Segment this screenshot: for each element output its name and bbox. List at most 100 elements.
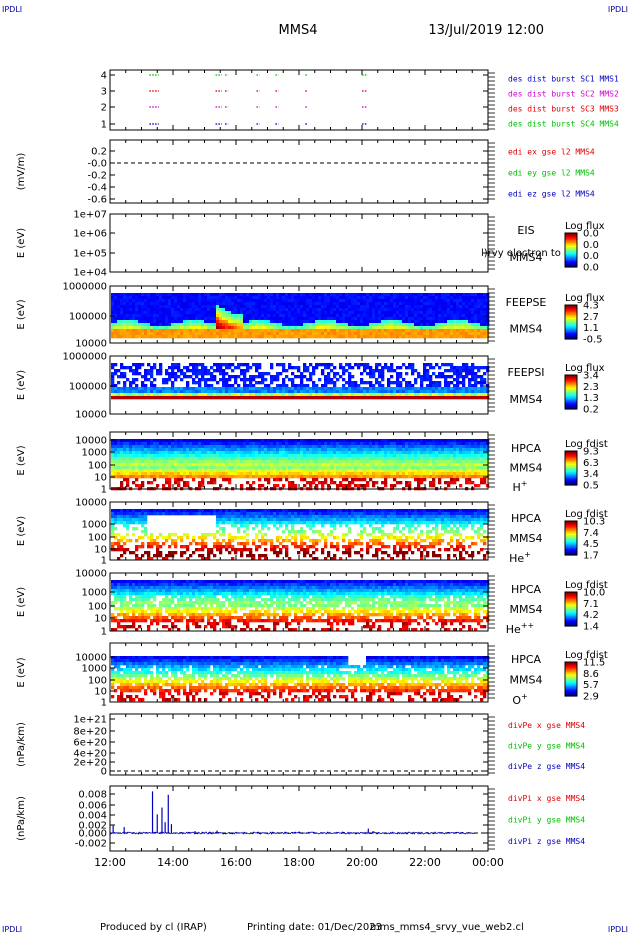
hpca_h-cell (135, 451, 139, 455)
feepsi-cell (198, 384, 202, 388)
hpca_h-cell (387, 445, 391, 449)
feepse-cell (252, 326, 256, 330)
hpca_h-cell (249, 469, 253, 473)
hpca_h-cell (195, 439, 199, 443)
hpca_h-cell (207, 442, 211, 446)
hpca_h-cell (180, 472, 184, 476)
feepse-cell (315, 311, 319, 315)
feepsi-cbar-title: Log flux (565, 363, 605, 374)
feepse-cell (429, 299, 433, 303)
edi-frame (109, 139, 489, 204)
feepsi-cell (393, 381, 397, 385)
feepsi-cell (216, 390, 220, 394)
hpca_h-cell (156, 445, 160, 449)
feepse-cell (234, 311, 238, 315)
feepse-cell (237, 299, 241, 303)
feepsi-cell (384, 393, 388, 397)
feepsi-cell (456, 396, 460, 400)
feepsi-cell (462, 384, 466, 388)
feepsi-cell (402, 396, 406, 400)
feepse-cell (432, 305, 436, 309)
feepse-cell (153, 329, 157, 333)
hpca_h-cell (144, 466, 148, 470)
feepse-cell (411, 293, 415, 297)
feepse-cell (156, 323, 160, 327)
feepse-cell (471, 332, 475, 336)
feepse-cell (192, 296, 196, 300)
hpca_h-cell (300, 478, 304, 482)
hpca_h-cell (129, 454, 133, 458)
hpca_h-cell (267, 472, 271, 476)
hpca_h-cell (177, 445, 181, 449)
hpca_h-cell (237, 469, 241, 473)
feepse-cell (279, 326, 283, 330)
feepsi-cell (204, 396, 208, 400)
feepse-cell (348, 296, 352, 300)
hpca_h-cell (378, 475, 382, 479)
feepse-cell (168, 308, 172, 312)
feepse-cell (438, 323, 442, 327)
feepse-cell (471, 329, 475, 333)
feepse-cell (306, 311, 310, 315)
feepsi-cell (420, 378, 424, 382)
feepsi-cell (459, 372, 463, 376)
feepse-cell (462, 302, 466, 306)
feepsi-cell (432, 387, 436, 391)
feepse-cell (330, 296, 334, 300)
feepse-cell (276, 332, 280, 336)
hpca_h-cell (246, 442, 250, 446)
feepsi-cell (384, 363, 388, 367)
hpca_h-cell (174, 454, 178, 458)
feepse-cell (483, 326, 487, 330)
feepse-cell (195, 329, 199, 333)
feepse-cell (327, 320, 331, 324)
feepse-cell (183, 329, 187, 333)
hpca_h-cell (126, 451, 130, 455)
hpca_h-cell (297, 460, 301, 464)
feepse-cell (234, 335, 238, 339)
hpca_h-cell (159, 463, 163, 467)
feepse-cell (429, 305, 433, 309)
hpca_h-cell (312, 442, 316, 446)
hpca_h-cell (324, 478, 328, 482)
feepse-cell (420, 299, 424, 303)
hpca_h-cell (231, 454, 235, 458)
feepsi-cell (174, 366, 178, 370)
hpca_h-cell (375, 460, 379, 464)
hpca_h-cell (111, 454, 115, 458)
hpca_h-cell (258, 448, 262, 452)
feepse-cell (342, 299, 346, 303)
hpca_h-cell (261, 466, 265, 470)
feepsi-cell (210, 366, 214, 370)
feepse-cell (282, 308, 286, 312)
feepse-cell (114, 320, 118, 324)
hpca_h-cell (228, 454, 232, 458)
feepsi-cell (159, 396, 163, 400)
hpca_h-cell (123, 478, 127, 482)
eis-ytick-label: 1e+04 (73, 268, 107, 279)
hpca_h-cell (174, 466, 178, 470)
feepsi-cell (303, 384, 307, 388)
feepsi-cell (312, 381, 316, 385)
feepse-cell (441, 335, 445, 339)
feepse-cell (162, 323, 166, 327)
hpca_h-cell (231, 463, 235, 467)
feepse-cell (456, 329, 460, 333)
feepse-cell (282, 320, 286, 324)
feepse-cell (240, 320, 244, 324)
feepsi-cell (321, 396, 325, 400)
feepsi-cell (171, 390, 175, 394)
hpca_h-cell (234, 442, 238, 446)
hpca_h-cell (252, 448, 256, 452)
feepse-cell (264, 326, 268, 330)
feepse-cell (324, 305, 328, 309)
feepsi-cell (201, 378, 205, 382)
feepsi-cell (450, 390, 454, 394)
hpca_h-cell (384, 475, 388, 479)
feepse-cell (195, 296, 199, 300)
hpca_h-cell (357, 454, 361, 458)
feepse-cell (369, 293, 373, 297)
feepse-cell (483, 332, 487, 336)
feepsi-cell (159, 390, 163, 394)
